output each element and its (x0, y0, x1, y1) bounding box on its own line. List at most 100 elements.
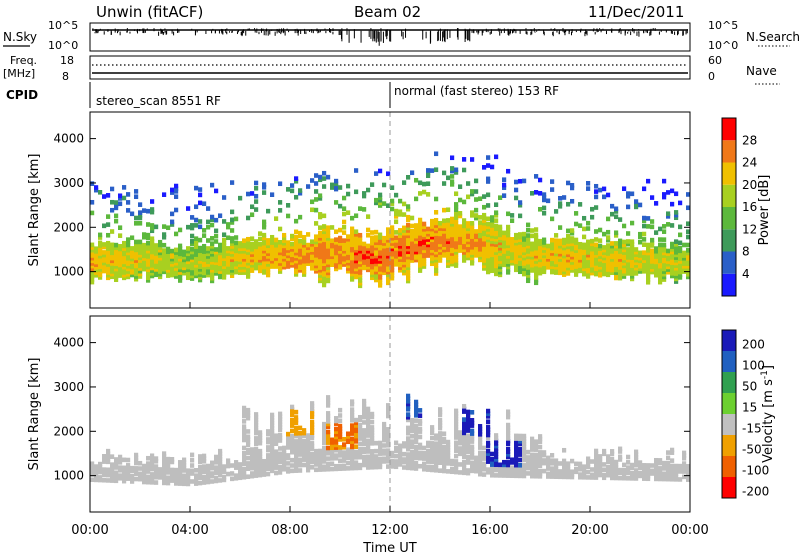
velocity-cell (550, 458, 555, 463)
velocity-cell (506, 428, 511, 433)
velocity-cell (290, 428, 295, 434)
colorbar-segment (722, 118, 736, 141)
power-cell (138, 263, 143, 269)
power-cell (474, 215, 479, 221)
power-cell (450, 256, 455, 262)
velocity-cell (182, 462, 187, 468)
velocity-cell (414, 450, 419, 455)
power-cell (142, 256, 147, 261)
colorbar-tick-label: 15 (742, 401, 757, 415)
noise-mark (142, 28, 144, 30)
velocity-cell (298, 462, 303, 468)
power-cell (266, 262, 271, 267)
power-cell (570, 262, 575, 268)
power-cell (126, 245, 131, 250)
velocity-cell (594, 461, 599, 467)
power-cell (370, 240, 375, 246)
power-cell (642, 218, 647, 224)
power-cell (666, 214, 671, 219)
velocity-cell (350, 441, 355, 447)
power-cell (250, 244, 255, 249)
power-cell (118, 259, 123, 265)
power-cell (462, 252, 467, 258)
power-cell (482, 231, 487, 237)
power-cell (494, 234, 499, 239)
power-cell (442, 181, 447, 186)
noise-mark (638, 31, 640, 34)
power-cell (666, 190, 671, 195)
power-cell (626, 239, 631, 244)
power-cell (282, 232, 287, 238)
power-cell (678, 264, 683, 270)
velocity-cell (390, 461, 395, 467)
noise-mark (487, 29, 489, 33)
power-cell (138, 244, 143, 250)
power-cell (474, 207, 479, 213)
velocity-cell (266, 471, 271, 477)
power-cell (422, 229, 427, 235)
noise-mark (489, 31, 491, 35)
noise-mark (437, 29, 439, 41)
velocity-cell (426, 459, 431, 464)
velocity-cell (290, 407, 295, 412)
velocity-cell (90, 477, 95, 483)
power-cell (538, 265, 543, 271)
velocity-cell (250, 447, 255, 452)
power-cell (470, 231, 475, 237)
power-cell (278, 247, 283, 253)
velocity-cell (254, 449, 259, 454)
power-cell (130, 254, 135, 259)
power-cell (282, 235, 287, 241)
power-cell (590, 257, 595, 263)
power-cell (662, 247, 667, 253)
power-cell (630, 265, 635, 271)
power-cell (350, 231, 355, 237)
power-cell (394, 243, 399, 248)
power-cell (458, 232, 463, 237)
power-cell (498, 264, 503, 270)
velocity-cell (190, 457, 195, 463)
velocity-cell (382, 421, 387, 427)
power-cell (502, 254, 507, 260)
velocity-cell (382, 427, 387, 432)
velocity-cell (678, 466, 683, 472)
velocity-cell (546, 455, 551, 461)
velocity-cell (634, 468, 639, 473)
power-cell (466, 239, 471, 245)
power-cell (610, 203, 615, 209)
power-cell (662, 263, 667, 269)
power-cell (346, 236, 351, 242)
power-cell (330, 182, 335, 188)
velocity-cell (326, 450, 331, 456)
power-cell (358, 270, 363, 275)
velocity-cell (366, 443, 371, 449)
velocity-cell (406, 430, 411, 436)
power-cell (470, 191, 475, 197)
power-cell (242, 257, 247, 262)
velocity-cell (334, 434, 339, 440)
power-cell (658, 237, 663, 242)
velocity-cell (170, 467, 175, 473)
velocity-cell (518, 439, 523, 444)
velocity-cell (390, 450, 395, 456)
velocity-cell (386, 450, 391, 456)
power-cell (630, 273, 635, 279)
velocity-cell (638, 460, 643, 465)
power-cell (466, 223, 471, 229)
power-cell (582, 261, 587, 266)
velocity-cell (102, 472, 107, 478)
power-cell (370, 259, 375, 265)
power-cell (322, 234, 327, 240)
noise-mark (240, 31, 242, 36)
power-cell (274, 261, 279, 267)
velocity-cell (346, 460, 351, 466)
power-cell (226, 256, 231, 262)
power-cell (258, 249, 263, 255)
power-cell (270, 234, 275, 240)
power-cell (518, 213, 523, 219)
power-cell (406, 174, 411, 180)
velocity-cell (270, 447, 275, 452)
velocity-cell (118, 454, 123, 460)
velocity-cell (462, 409, 467, 414)
power-cell (190, 273, 195, 279)
